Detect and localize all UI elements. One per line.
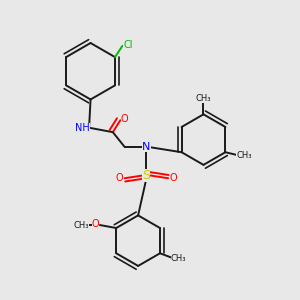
Text: O: O	[121, 114, 128, 124]
Text: O: O	[92, 219, 99, 229]
Text: CH₃: CH₃	[236, 151, 252, 160]
Text: O: O	[170, 173, 177, 183]
Text: N: N	[142, 142, 151, 152]
Text: Cl: Cl	[123, 40, 133, 50]
Text: O: O	[116, 173, 123, 183]
Text: CH₃: CH₃	[74, 220, 89, 230]
Text: CH₃: CH₃	[171, 254, 186, 263]
Text: CH₃: CH₃	[196, 94, 211, 103]
Text: NH: NH	[75, 123, 90, 133]
Text: S: S	[142, 169, 150, 182]
